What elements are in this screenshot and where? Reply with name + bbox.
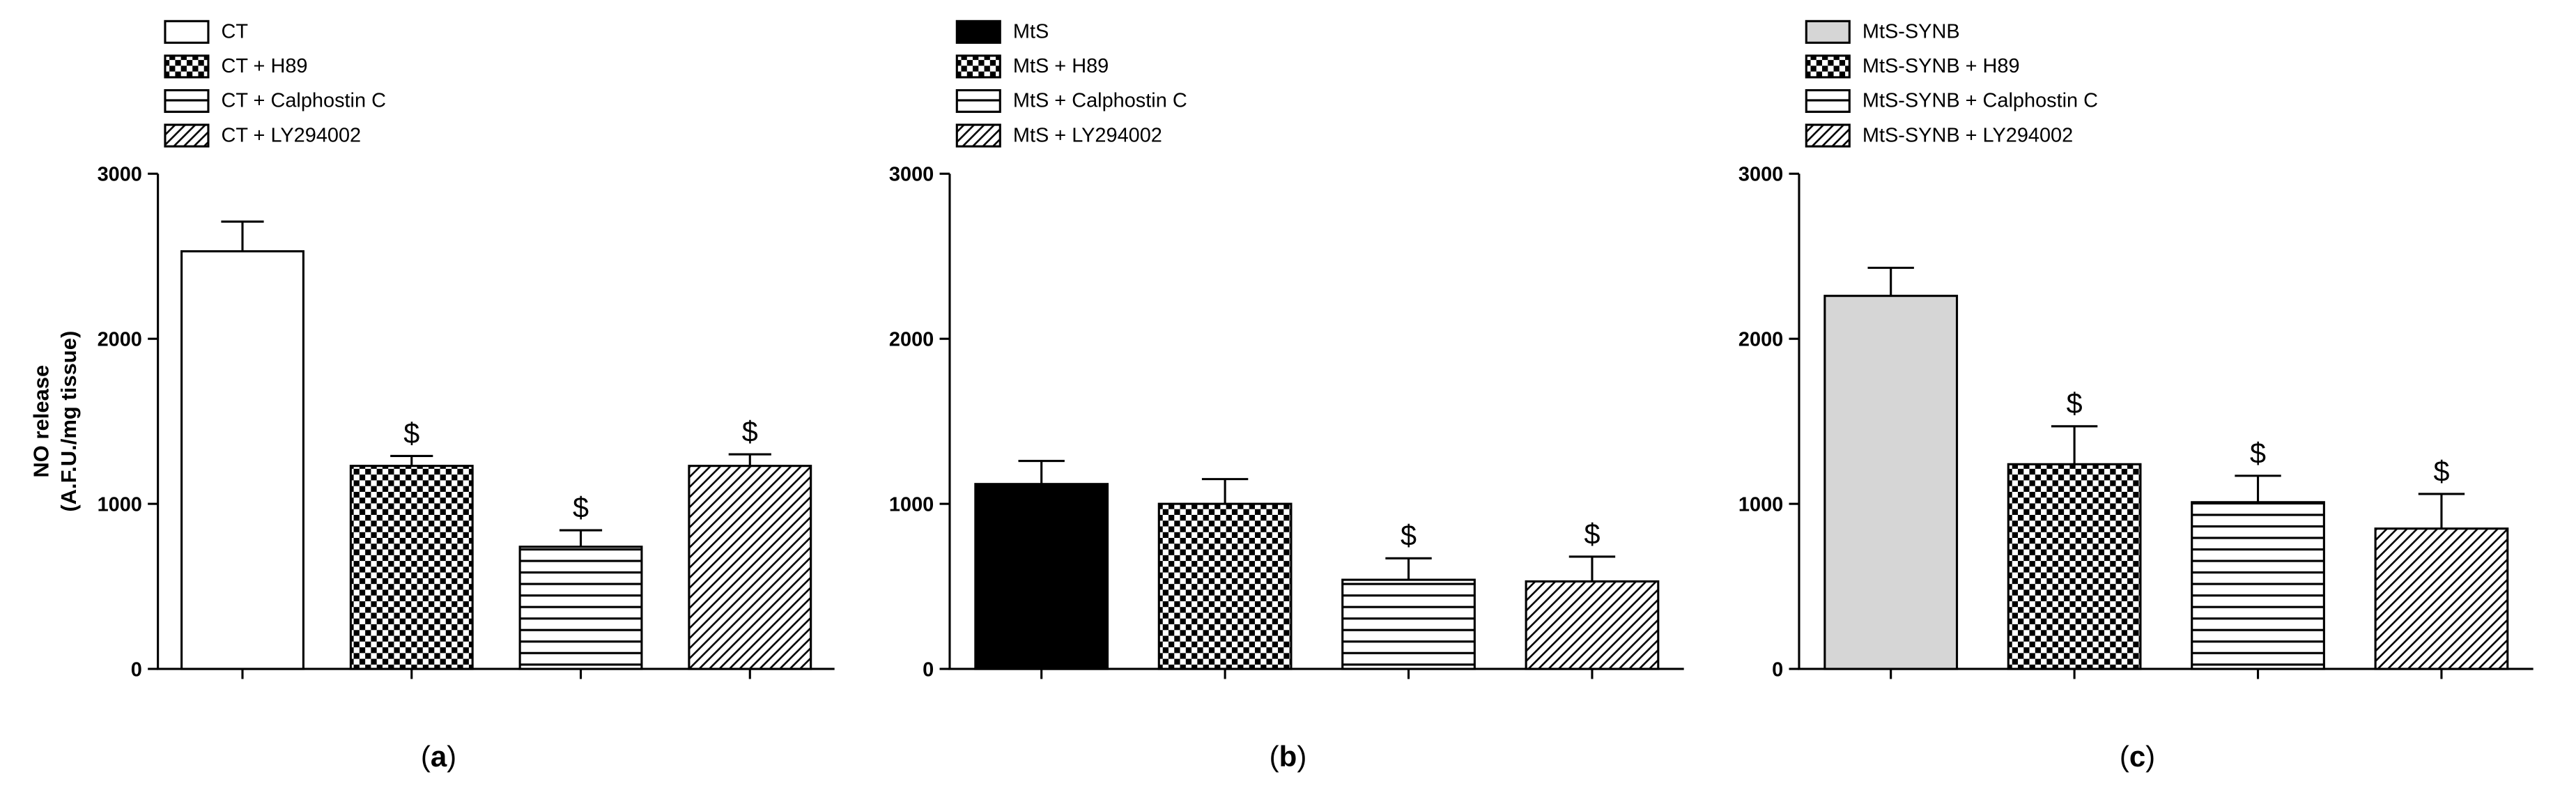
significance-marker: $ xyxy=(742,415,758,447)
legend-label: MtS-SYNB + LY294002 xyxy=(1862,124,2073,146)
legend-swatch xyxy=(165,21,208,43)
bar xyxy=(1159,504,1291,669)
legend-swatch xyxy=(1806,56,1849,77)
legend-swatch xyxy=(165,91,208,112)
legend-label: MtS-SYNB + H89 xyxy=(1862,55,2020,77)
chart-panel-c: MtS-SYNB MtS-SYNB + H89 MtS-SYNB + Calphos… xyxy=(1713,14,2562,719)
significance-marker: $ xyxy=(2067,387,2083,419)
significance-marker: $ xyxy=(403,417,419,449)
legend-swatch xyxy=(957,21,1000,43)
bar xyxy=(1526,582,1658,670)
ytick-label: 3000 xyxy=(889,164,934,186)
panel-label: (c) xyxy=(2120,740,2155,773)
bar xyxy=(2375,529,2508,669)
significance-marker: $ xyxy=(573,491,589,523)
ytick-label: 2000 xyxy=(98,329,142,351)
ytick-label: 0 xyxy=(1772,658,1783,681)
ytick-label: 2000 xyxy=(1738,329,1783,351)
panel-b: MtS MtS + H89 MtS + Calphostin C MtS + LY29… xyxy=(863,14,1713,773)
legend-swatch xyxy=(1806,91,1849,112)
significance-marker: $ xyxy=(2250,437,2266,469)
legend-label: MtS-SYNB + Calphostin C xyxy=(1862,90,2098,112)
legend-swatch xyxy=(1806,125,1849,146)
ytick-label: 3000 xyxy=(98,164,142,186)
ytick-label: 1000 xyxy=(889,493,934,516)
legend-label: MtS xyxy=(1013,21,1049,43)
figure-row: CT CT + H89 CT + Calphostin C CT + LY294002… xyxy=(14,14,2562,773)
ytick-label: 1000 xyxy=(98,493,142,516)
bar xyxy=(689,466,811,669)
y-axis-label-line1: NO release xyxy=(29,365,54,478)
bar xyxy=(350,466,472,669)
bar xyxy=(1343,580,1475,669)
bar xyxy=(2192,502,2324,669)
ytick-label: 1000 xyxy=(1738,493,1783,516)
legend-label: CT + H89 xyxy=(222,55,308,77)
bar xyxy=(520,547,642,669)
legend-swatch xyxy=(165,56,208,77)
ytick-label: 2000 xyxy=(889,329,934,351)
legend-label: MtS + H89 xyxy=(1013,55,1109,77)
significance-marker: $ xyxy=(2433,455,2449,487)
significance-marker: $ xyxy=(1584,518,1600,550)
legend-swatch xyxy=(1806,21,1849,43)
legend-label: MtS-SYNB xyxy=(1862,21,1960,43)
ytick-label: 0 xyxy=(923,658,934,681)
panel-c: MtS-SYNB MtS-SYNB + H89 MtS-SYNB + Calphos… xyxy=(1713,14,2562,773)
legend-label: CT + Calphostin C xyxy=(222,90,386,112)
legend-swatch xyxy=(957,91,1000,112)
bar xyxy=(975,484,1108,669)
legend-swatch xyxy=(957,125,1000,146)
legend-label: MtS + LY294002 xyxy=(1013,124,1162,146)
ytick-label: 0 xyxy=(131,658,142,681)
legend-swatch xyxy=(957,56,1000,77)
panel-a: CT CT + H89 CT + Calphostin C CT + LY294002… xyxy=(14,14,863,773)
y-axis-label-line2: (A.F.U./mg tissue) xyxy=(56,331,81,512)
significance-marker: $ xyxy=(1401,520,1417,552)
bar xyxy=(182,252,304,669)
legend-label: CT + LY294002 xyxy=(222,124,362,146)
ytick-label: 3000 xyxy=(1738,164,1783,186)
bar xyxy=(1825,296,1957,669)
chart-panel-b: MtS MtS + H89 MtS + Calphostin C MtS + LY29… xyxy=(863,14,1713,719)
bar xyxy=(2008,464,2141,669)
legend-swatch xyxy=(165,125,208,146)
legend-label: CT xyxy=(222,21,249,43)
panel-label: (a) xyxy=(421,740,456,773)
chart-panel-a: CT CT + H89 CT + Calphostin C CT + LY294002… xyxy=(14,14,863,719)
legend-label: MtS + Calphostin C xyxy=(1013,90,1187,112)
panel-label: (b) xyxy=(1270,740,1307,773)
